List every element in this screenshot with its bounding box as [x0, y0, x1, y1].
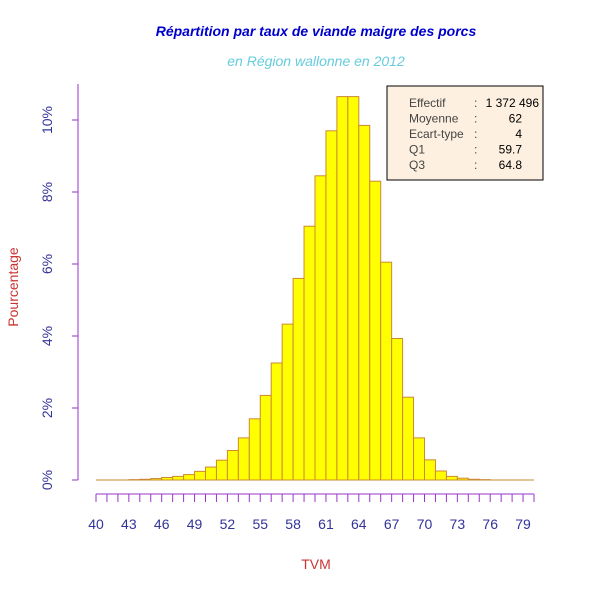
- stats-box: Effectif:1 372 496Moyenne:62Ecart-type:4…: [386, 85, 544, 181]
- y-tick-label: 6%: [39, 254, 55, 274]
- y-tick-label: 0%: [39, 470, 55, 490]
- histogram-bar: [183, 474, 196, 481]
- histogram-bar: [172, 475, 185, 481]
- histogram-bar: [358, 124, 371, 481]
- stats-label: Ecart-type: [409, 127, 464, 141]
- x-tick-label: 67: [384, 516, 400, 532]
- stats-label: Q3: [409, 158, 425, 172]
- x-axis: 40 43 46 49 52 55 58 61 64 67 70 73 76 79: [88, 493, 535, 532]
- x-tick-label: 76: [482, 516, 498, 532]
- x-tick-label: 46: [154, 516, 170, 532]
- x-tick-label: 49: [187, 516, 203, 532]
- histogram-bar: [347, 96, 360, 481]
- histogram-bar: [402, 396, 415, 481]
- histogram-bar: [194, 470, 207, 481]
- y-axis-label: Pourcentage: [5, 247, 21, 327]
- histogram-bar: [292, 277, 305, 481]
- x-tick-label: 73: [450, 516, 466, 532]
- histogram-bar: [314, 175, 327, 481]
- histogram-bar: [380, 261, 393, 481]
- histogram-bar: [369, 180, 382, 481]
- stats-value: 1 372 496: [486, 96, 540, 110]
- histogram-bar: [237, 437, 250, 481]
- x-tick-label: 52: [220, 516, 236, 532]
- histogram-bar: [391, 338, 404, 481]
- histogram-bar: [325, 130, 338, 481]
- stats-value: 4: [515, 127, 522, 141]
- histogram-bar: [226, 449, 239, 481]
- x-tick-label: 79: [515, 516, 531, 532]
- histogram-bar: [259, 394, 272, 481]
- x-tick-label: 61: [318, 516, 334, 532]
- x-tick-label: 43: [121, 516, 137, 532]
- stats-value: 59.7: [499, 143, 523, 157]
- y-axis: 0% 2% 4% 6% 8% 10%: [39, 84, 79, 490]
- stats-separator: :: [474, 158, 477, 172]
- histogram-bar: [281, 323, 294, 481]
- histogram-bar: [205, 466, 217, 481]
- histogram-bar: [413, 437, 425, 481]
- histogram-bar: [434, 470, 447, 481]
- x-tick-label: 55: [252, 516, 268, 532]
- x-tick-label: 40: [88, 516, 104, 532]
- x-tick-label: 70: [417, 516, 433, 532]
- x-tick-label: 64: [351, 516, 367, 532]
- stats-separator: :: [474, 127, 477, 141]
- stats-label: Q1: [409, 143, 425, 157]
- histogram-bar: [248, 418, 261, 481]
- stats-label: Moyenne: [409, 112, 459, 126]
- histogram-bar: [215, 459, 228, 481]
- histogram-bar: [424, 459, 436, 481]
- histogram-bar: [303, 225, 316, 481]
- x-axis-label: TVM: [301, 556, 331, 572]
- stats-separator: :: [474, 112, 477, 126]
- bar-group: [96, 96, 534, 481]
- histogram-bar: [270, 362, 283, 481]
- x-tick-label: 58: [285, 516, 301, 532]
- chart-subtitle: en Région wallonne en 2012: [227, 53, 405, 69]
- y-tick-label: 10%: [39, 106, 55, 134]
- stats-separator: :: [474, 143, 477, 157]
- y-tick-label: 2%: [39, 398, 55, 418]
- stats-label: Effectif: [409, 96, 446, 110]
- histogram-bar: [336, 96, 349, 481]
- histogram-bar: [445, 475, 458, 481]
- stats-value: 62: [509, 112, 523, 126]
- stats-box-frame: [386, 85, 544, 181]
- stats-value: 64.8: [499, 158, 523, 172]
- y-tick-label: 8%: [39, 182, 55, 202]
- chart-title: Répartition par taux de viande maigre de…: [156, 23, 477, 39]
- y-tick-label: 4%: [39, 326, 55, 346]
- stats-separator: :: [474, 96, 477, 110]
